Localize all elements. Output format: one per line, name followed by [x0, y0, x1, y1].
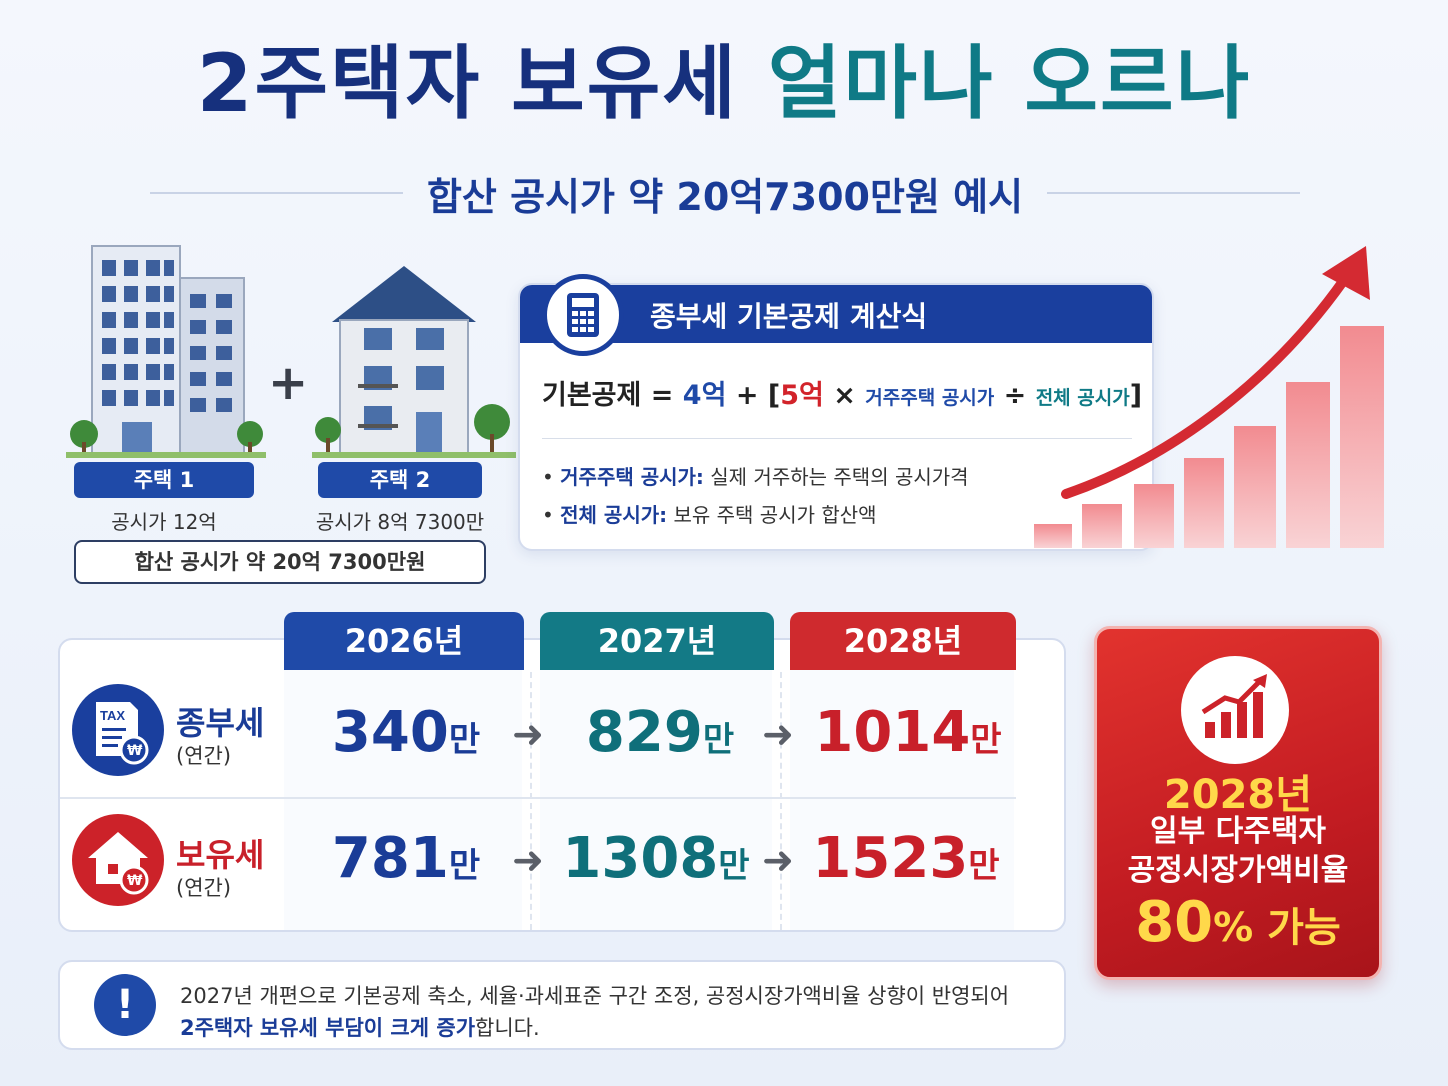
formula-expression: 기본공제 = 4억 + [5억 × 거주주택 공시가 ÷ 전체 공시가]: [542, 373, 1142, 412]
value-unit: 만: [970, 720, 1002, 760]
arrow-right-icon: ➜: [762, 838, 794, 882]
year-tab-2027: 2027년: [540, 612, 774, 670]
house2-price: 공시가 8억 7300만: [315, 510, 485, 534]
value-number: 1014: [814, 700, 971, 765]
value-unit: 만: [448, 720, 481, 760]
year-tab-2028: 2028년: [790, 612, 1016, 670]
title-part1: 2주택자 보유세: [196, 37, 738, 130]
row-divider: [60, 797, 1016, 799]
svg-text:₩: ₩: [127, 743, 143, 759]
formula-header: [520, 285, 1152, 343]
title-part2: 얼마나 오르나: [767, 37, 1252, 130]
row-name-boyuse: 보유세: [176, 836, 265, 874]
arrow-right-icon: ➜: [512, 712, 544, 756]
value-boyuse-2028: 1523만: [796, 826, 1016, 891]
column-divider: [530, 672, 532, 930]
divider-left: [150, 192, 403, 194]
tax-document-icon: TAX ₩: [72, 684, 164, 776]
bullet-desc: 실제 거주하는 주택의 공시가격: [703, 465, 969, 489]
house1-price: 공시가 12억: [111, 510, 217, 534]
value-unit: 만: [702, 720, 735, 760]
formula-times: ×: [823, 380, 866, 411]
highlight-year: 2028년: [1163, 772, 1313, 818]
col-bg-2026: [284, 670, 522, 930]
notice-line1: 2027년 개편으로 기본공제 축소, 세율·과세표준 구간 조정, 공정시장가…: [180, 984, 1010, 1008]
highlight-desc: 일부 다주택자 공정시장가액비율: [1094, 812, 1382, 890]
growth-chart-icon: [1181, 656, 1289, 764]
house-won-icon: ₩: [72, 814, 164, 906]
subtitle-row: 합산 공시가 약 20억7300만원 예시: [150, 168, 1300, 219]
bullet-term: 전체 공시가:: [560, 503, 668, 527]
formula-base: 4억: [682, 380, 727, 411]
formula-mult: 5억: [780, 380, 824, 411]
notice-highlight: 2주택자 보유세 부담이 크게 증가: [180, 1016, 476, 1040]
year-tab-2026: 2026년: [284, 612, 524, 670]
col-bg-2028: [790, 670, 1014, 930]
sum-box: 합산 공시가 약 20억 7300만원: [74, 540, 486, 584]
value-jongbuse-2027: 829만: [550, 700, 770, 765]
highlight-number: 80: [1135, 890, 1214, 955]
value-jongbuse-2026: 340만: [296, 700, 516, 765]
value-unit: 만: [718, 846, 750, 886]
highlight-line2: 공정시장가액비율: [1127, 853, 1349, 888]
svg-text:₩: ₩: [127, 873, 143, 889]
calculator-icon: [542, 274, 624, 356]
formula-plus: + [: [726, 380, 781, 411]
notice-rest: 합니다.: [475, 1016, 540, 1040]
formula-div: ÷: [994, 380, 1036, 411]
highlight-line1: 일부 다주택자: [1149, 814, 1327, 849]
bullet-term: 거주주택 공시가:: [560, 465, 704, 489]
divider-right: [1047, 192, 1300, 194]
value-number: 829: [585, 700, 703, 765]
plus-sign: +: [268, 355, 309, 411]
notice-box: 2027년 개편으로 기본공제 축소, 세율·과세표준 구간 조정, 공정시장가…: [58, 960, 1066, 1050]
rising-chart-icon: [1034, 246, 1384, 548]
highlight-suffix: 가능: [1253, 905, 1341, 951]
formula-bullet: • 거주주택 공시가: 실제 거주하는 주택의 공시가격: [542, 465, 969, 489]
value-number: 781: [331, 826, 449, 891]
row-name-jongbuse: 종부세: [176, 704, 265, 742]
subtitle: 합산 공시가 약 20억7300만원 예시: [426, 174, 1024, 219]
house-building-icon: [312, 266, 516, 458]
formula-denominator: 전체 공시가: [1035, 387, 1130, 409]
col-bg-2027: [540, 670, 772, 930]
exclamation-icon: !: [94, 974, 156, 1036]
formula-card: 종부세 기본공제 계산식 기본공제 = 4억 + [5억 × 거주주택 공시가 …: [518, 283, 1154, 551]
notice-line2: 2주택자 보유세 부담이 크게 증가합니다.: [180, 1012, 540, 1042]
column-divider: [780, 672, 782, 930]
value-jongbuse-2028: 1014만: [798, 700, 1018, 765]
formula-lhs: 기본공제 =: [542, 380, 683, 411]
house2-label: 주택 2: [318, 462, 482, 498]
highlight-ratio: 80% 가능: [1094, 890, 1382, 955]
bullet-desc: 보유 주택 공시가 합산액: [667, 503, 877, 527]
value-number: 340: [331, 700, 449, 765]
formula-close: ]: [1129, 380, 1143, 411]
formula-divider: [542, 438, 1132, 439]
arrow-right-icon: ➜: [512, 838, 544, 882]
row-sub-boyuse: (연간): [176, 876, 232, 900]
house1-label: 주택 1: [74, 462, 254, 498]
row-sub-jongbuse: (연간): [176, 744, 232, 768]
svg-text:TAX: TAX: [100, 708, 125, 723]
arrow-right-icon: ➜: [762, 712, 794, 756]
highlight-percent: %: [1213, 905, 1254, 951]
value-boyuse-2026: 781만: [296, 826, 516, 891]
formula-numerator: 거주주택 공시가: [865, 387, 995, 409]
value-unit: 만: [448, 846, 481, 886]
apartment-building-icon: [66, 245, 266, 458]
page-title: 2주택자 보유세 얼마나 오르나: [0, 40, 1448, 128]
value-unit: 만: [968, 846, 1000, 886]
formula-bullet: • 전체 공시가: 보유 주택 공시가 합산액: [542, 503, 877, 527]
value-number: 1523: [812, 826, 969, 891]
formula-title: 종부세 기본공제 계산식: [650, 300, 928, 333]
value-boyuse-2027: 1308만: [546, 826, 766, 891]
value-number: 1308: [562, 826, 719, 891]
